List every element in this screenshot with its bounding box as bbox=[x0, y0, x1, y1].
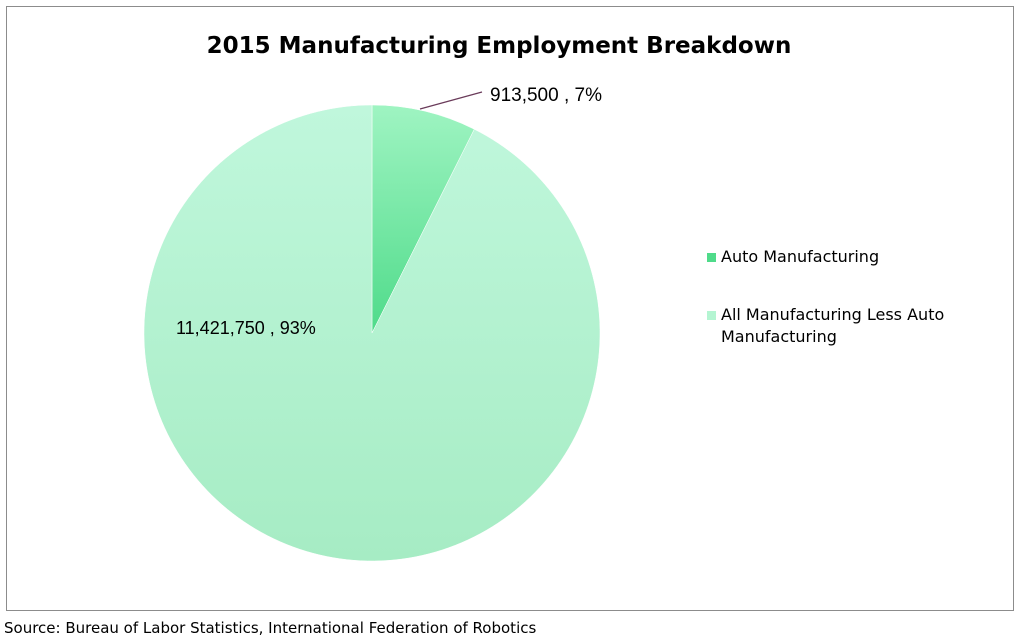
legend-label-auto-manufacturing-line-1: Auto Manufacturing bbox=[721, 247, 879, 266]
pie-labels: 913,500 , 7% 11,421,750 , 93% bbox=[176, 85, 602, 338]
label-leader-line bbox=[419, 91, 483, 110]
pie-slices bbox=[143, 104, 601, 562]
legend-swatch-auto-manufacturing bbox=[707, 253, 716, 262]
legend: Auto Manufacturing All Manufacturing Less… bbox=[707, 247, 944, 346]
chart-title: 2015 Manufacturing Employment Breakdown bbox=[207, 33, 792, 59]
data-label-auto-manufacturing: 913,500 , 7% bbox=[490, 85, 602, 106]
pie-slice-auto-manufacturing bbox=[371, 104, 475, 334]
legend-swatch-all-manufacturing-less-auto bbox=[707, 311, 716, 320]
source-note: Source: Bureau of Labor Statistics, Inte… bbox=[4, 619, 537, 637]
legend-label-all-manufacturing-less-auto-line-2: Manufacturing bbox=[721, 327, 837, 346]
pie-slice-all-manufacturing-less-auto bbox=[143, 104, 601, 562]
data-label-all-manufacturing-less-auto: 11,421,750 , 93% bbox=[176, 318, 316, 338]
legend-label-all-manufacturing-less-auto-line-1: All Manufacturing Less Auto bbox=[721, 305, 944, 324]
